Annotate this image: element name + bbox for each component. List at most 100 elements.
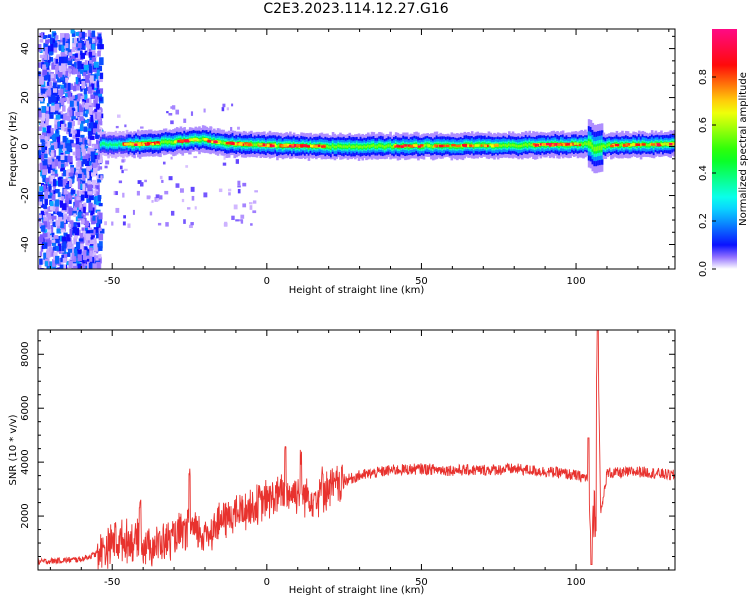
heatmap-noise-cell (60, 221, 64, 228)
heatmap-noise-cell (40, 169, 43, 177)
heatmap-peak-cell (474, 144, 480, 147)
heatmap-faint-cell (97, 110, 101, 113)
heatmap-band-cell (530, 143, 533, 147)
heatmap-band-cell (276, 145, 279, 148)
heatmap-noise-cell (84, 158, 90, 167)
heatmap-noise-cell (43, 153, 48, 159)
heatmap-band-cell (250, 142, 253, 146)
heatmap-noise-cell (75, 116, 80, 121)
heatmap-peak-cell (151, 142, 154, 146)
heatmap-noise-cell (89, 174, 93, 178)
heatmap-faint-cell (187, 207, 191, 210)
heatmap-noise-cell (80, 219, 85, 224)
heatmap-faint-cell (235, 159, 240, 164)
heatmap-peak-cell (298, 144, 304, 147)
heatmap-noise-cell (46, 250, 51, 258)
heatmap-noise-cell (62, 113, 68, 121)
heatmap-noise-cell (42, 35, 46, 40)
heatmap-faint-cell (191, 195, 195, 201)
heatmap-band-cell (589, 141, 593, 147)
heatmap-noise-cell (86, 193, 91, 199)
heatmap-faint-cell (117, 114, 121, 118)
heatmap-noise-cell (86, 98, 90, 103)
heatmap-noise-cell (98, 39, 102, 44)
heatmap-noise-cell (72, 151, 78, 156)
heatmap-band-cell (454, 145, 457, 148)
heatmap-peak-cell (625, 143, 628, 146)
heatmap-faint-cell (188, 151, 192, 155)
heatmap-noise-cell (51, 155, 55, 164)
heatmap-noise-cell (58, 250, 63, 254)
heatmap-noise-cell (44, 229, 48, 234)
heatmap-peak-cell (409, 145, 414, 148)
heatmap-noise-cell (43, 143, 48, 148)
heatmap-band-cell (200, 138, 203, 142)
heatmap-peak-cell (156, 141, 160, 144)
heatmap-noise-cell (44, 198, 48, 206)
heatmap-noise-cell (70, 55, 75, 60)
heatmap-noise-cell (87, 191, 93, 195)
heatmap-noise-cell (52, 73, 57, 79)
heatmap-band-cell (502, 143, 506, 147)
heatmap-noise-cell (58, 212, 64, 220)
heatmap-noise-cell (73, 68, 78, 75)
heatmap-noise-cell (40, 121, 45, 129)
heatmap-peak-cell (427, 144, 430, 148)
heatmap-noise-cell (66, 246, 71, 251)
heatmap-noise-cell (65, 195, 70, 202)
heatmap-band-cell (166, 141, 170, 144)
heatmap-noise-cell (61, 45, 65, 53)
heatmap-band-cell (595, 146, 598, 152)
heatmap-y-label: Frequency (Hz) (8, 111, 19, 187)
colorbar-tick-label: 0.2 (698, 213, 709, 229)
heatmap-noise-cell (54, 199, 60, 207)
heatmap-noise-cell (49, 147, 53, 155)
heatmap-noise-cell (50, 224, 54, 233)
heatmap-band-cell (354, 145, 357, 148)
heatmap-noise-cell (42, 165, 48, 171)
heatmap-band-cell (367, 144, 370, 148)
heatmap-noise-cell (44, 261, 49, 267)
heatmap-noise-cell (87, 184, 93, 191)
heatmap-noise-cell (81, 63, 84, 70)
heatmap-noise-cell (50, 76, 56, 82)
heatmap-peak-cell (303, 144, 307, 147)
heatmap-noise-cell (69, 229, 73, 238)
heatmap-noise-cell (51, 193, 56, 201)
heatmap-peak-cell (573, 142, 577, 145)
heatmap-faint-cell (233, 204, 238, 210)
heatmap-noise-cell (84, 119, 89, 123)
heatmap-noise-cell (95, 103, 101, 112)
heatmap-noise-cell (45, 211, 48, 215)
heatmap-noise-cell (99, 57, 104, 66)
heatmap-noise-cell (59, 120, 64, 128)
heatmap-band-cell (220, 141, 224, 144)
heatmap-band-cell (201, 137, 205, 141)
heatmap-noise-cell (48, 96, 53, 105)
heatmap-faint-cell (151, 200, 154, 203)
heatmap-noise-cell (82, 96, 87, 105)
heatmap-noise-cell (98, 246, 103, 251)
heatmap-peak-cell (490, 144, 495, 148)
snr-frame (37, 329, 676, 571)
heatmap-noise-cell (57, 177, 62, 181)
heatmap-noise-cell (63, 264, 66, 269)
heatmap-noise-cell (81, 151, 86, 156)
heatmap-noise-cell (72, 132, 77, 139)
heatmap-noise-cell (45, 180, 49, 187)
heatmap-noise-cell (70, 29, 75, 34)
heatmap-faint-cell (168, 112, 173, 116)
heatmap-peak-cell (188, 138, 191, 142)
heatmap-noise-cell (81, 161, 84, 167)
heatmap-noise-cell (61, 196, 65, 201)
heatmap-peak-cell (445, 144, 450, 148)
heatmap-peak-cell (635, 143, 641, 146)
heatmap-noise-cell (59, 235, 63, 242)
heatmap-noise-cell (38, 150, 43, 156)
heatmap-band-cell (528, 142, 532, 146)
y-tick-label: 4000 (20, 449, 31, 474)
heatmap-noise-cell (87, 181, 92, 187)
heatmap-noise-cell (54, 251, 57, 258)
heatmap-faint-cell (155, 194, 160, 199)
heatmap-faint-cell (111, 221, 114, 226)
